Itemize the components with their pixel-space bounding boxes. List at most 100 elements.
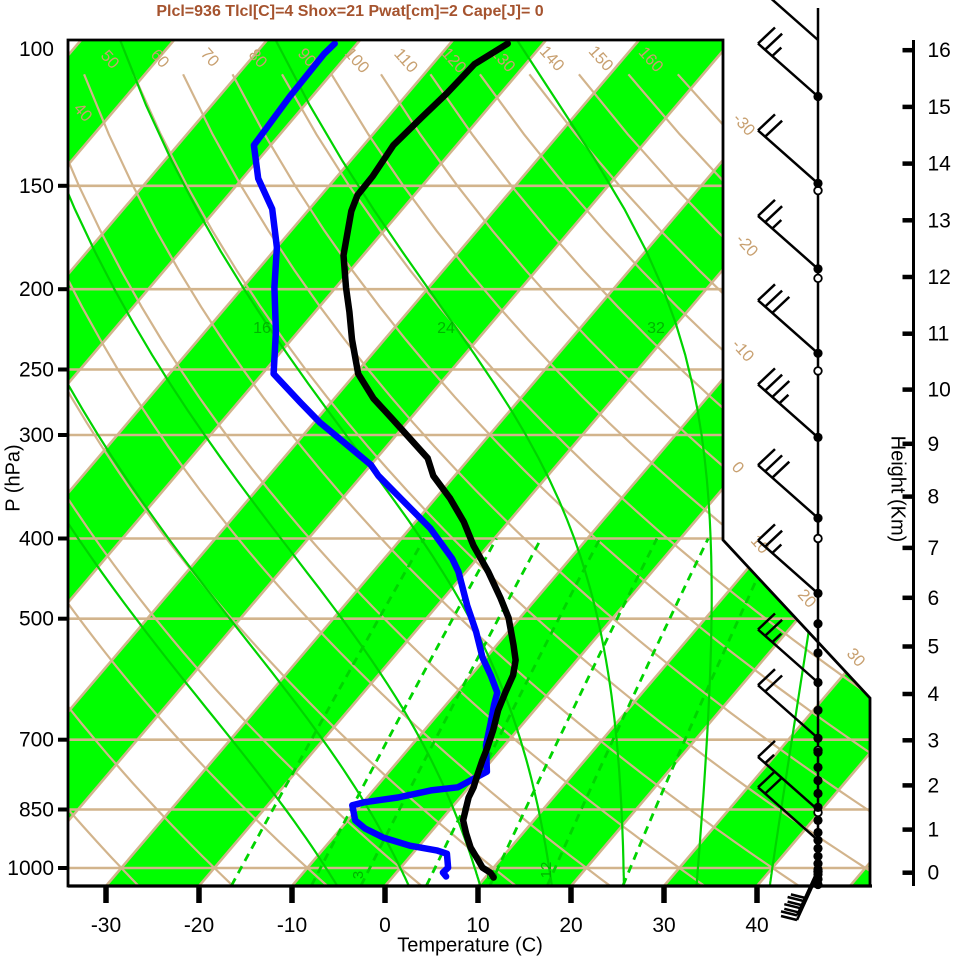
wind-station-dot [813, 747, 823, 757]
height-tick-label: 15 [928, 96, 951, 119]
moist-adiabat-line [274, 40, 625, 886]
barb-tick [757, 739, 776, 758]
temperature-tick-label: 30 [652, 914, 675, 937]
isotherm-line [68, 40, 548, 886]
wind-station-dot [813, 788, 823, 799]
pressure-tick-label: 850 [19, 799, 54, 822]
mixing-ratio-line [425, 537, 602, 886]
barb-tick [771, 380, 791, 398]
barb-tick [764, 454, 783, 473]
wind-open-circle [813, 533, 823, 544]
wind-station-dot [813, 619, 823, 629]
height-tick-label: 5 [928, 636, 940, 659]
height-tick-label: 4 [928, 683, 940, 706]
barb-tick [764, 529, 783, 548]
mixing-ratio-line [230, 537, 426, 886]
barb-tick [780, 910, 798, 917]
green-band [106, 40, 870, 886]
barb-shaft [757, 299, 819, 355]
wind-barb [757, 739, 819, 811]
barb-tick [780, 914, 798, 922]
pressure-tick-label: 1000 [7, 857, 54, 880]
moist-adiabat-label: 32 [647, 320, 665, 337]
wind-barb [757, 448, 819, 520]
dry-adiabat-line [68, 74, 139, 886]
barb-shaft [757, 539, 819, 595]
barb-shaft [757, 383, 819, 439]
dry-adiabat-line [330, 73, 870, 886]
height-tick-label: 6 [928, 587, 940, 610]
barb-shaft [757, 214, 819, 270]
wind-station-dot [813, 851, 823, 861]
barb-tick [764, 205, 783, 224]
barb-tick [757, 770, 776, 789]
mixing-ratio-label: 3 [350, 871, 367, 879]
moist-adiabat-label: 16 [253, 320, 271, 337]
barb-tick [757, 523, 776, 542]
barb-shaft [757, 129, 819, 185]
wind-station-dot [813, 843, 823, 854]
wind-barb [757, 367, 819, 439]
dry-adiabat-line [182, 73, 870, 886]
barb-tick [764, 618, 783, 637]
pressure-tick-label: 100 [19, 38, 54, 61]
wind-barb [757, 668, 819, 740]
barb-tick [771, 219, 783, 230]
barb-tick [783, 907, 801, 915]
barb-tick [778, 393, 790, 405]
isotherm-line [68, 40, 269, 886]
mixing-ratio-label: 12 [538, 862, 555, 879]
isotherm-label: -10 [728, 336, 757, 366]
isotherm-line [68, 40, 362, 886]
barb-tick [764, 373, 783, 392]
mixing-ratio-line [621, 537, 777, 886]
barb-tick [764, 776, 783, 795]
height-tick-label: 0 [928, 862, 940, 885]
temperature-tick-label: 0 [379, 914, 391, 937]
mixing-ratio-line [546, 537, 710, 886]
barb-tick [764, 753, 775, 765]
wind-open-circle [813, 273, 823, 283]
dry-adiabat-line [68, 73, 611, 886]
barb-shaft [757, 628, 819, 684]
dry-adiabat-line [429, 73, 870, 886]
height-tick-label: 13 [928, 209, 951, 232]
mixing-ratio-line [488, 537, 659, 886]
dewpoint-curve [250, 40, 501, 880]
pressure-axis-title: P (hPa) [2, 444, 25, 512]
wind-station-dot [813, 705, 823, 715]
pressure-tick-label: 300 [19, 424, 54, 447]
wind-barb [770, 0, 819, 41]
height-axis-title: Height (Km) [886, 435, 909, 543]
mixing-ratio-line [359, 537, 543, 886]
sounding-profiles [250, 40, 519, 881]
wind-barb [780, 873, 820, 922]
height-tick-label: 11 [928, 323, 950, 346]
wind-barb [757, 612, 819, 684]
wind-open-circle [813, 366, 823, 376]
pressure-tick-label: 150 [19, 175, 54, 198]
barb-shaft [757, 42, 819, 98]
dry-adiabat-line [281, 73, 870, 886]
temperature-tick-label: 20 [559, 914, 582, 937]
wind-station-dot [813, 802, 823, 813]
barb-tick [771, 295, 791, 314]
wind-barb [780, 868, 820, 917]
dry-adiabat-line [68, 73, 705, 886]
moist-adiabat-line [68, 40, 410, 886]
chart-title: Plcl=936 Tlcl[C]=4 Shox=21 Pwat[cm]=2 Ca… [156, 3, 544, 20]
wind-barb [757, 198, 819, 270]
moist-adiabat-line [68, 40, 482, 886]
height-tick-label: 7 [928, 537, 940, 560]
barb-tick [771, 460, 791, 479]
barb-shaft [795, 868, 820, 916]
wind-barb [757, 26, 819, 98]
barb-tick [764, 674, 783, 693]
barb-tick [787, 895, 804, 903]
temperature-curve [340, 40, 519, 881]
pressure-tick-label: 700 [19, 729, 54, 752]
wind-station-dot [813, 648, 823, 658]
height-tick-label: 12 [928, 266, 951, 289]
